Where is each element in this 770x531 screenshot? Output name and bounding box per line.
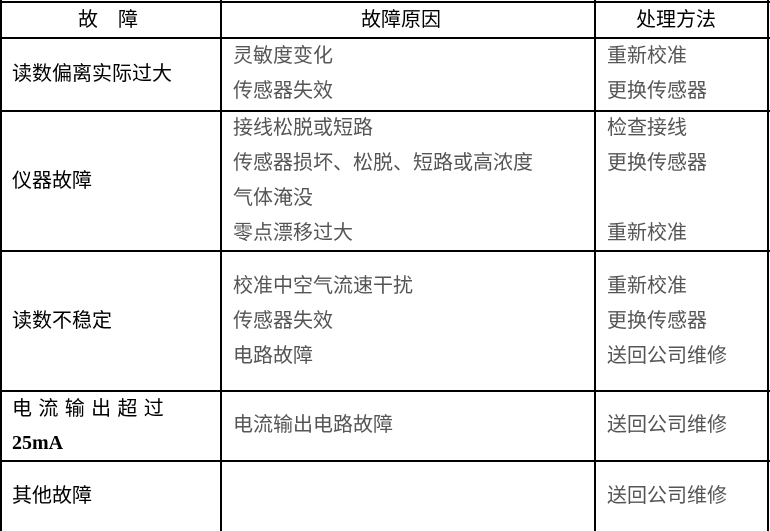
divider [0, 250, 770, 252]
divider [0, 1, 770, 3]
solution-line: 更换传感器 [607, 78, 707, 102]
fault-cell: 其他故障 [12, 483, 92, 507]
solution-line: 更换传感器 [607, 308, 707, 332]
header-fault: 故 障 [78, 7, 138, 31]
cause-line: 灵敏度变化 [233, 43, 333, 67]
fault-cell: 读数偏离实际过大 [12, 61, 172, 85]
solution-line: 送回公司维修 [607, 343, 727, 367]
cause-line: 传感器失效 [233, 308, 333, 332]
header-solution: 处理方法 [636, 7, 716, 31]
solution-line: 重新校准 [607, 43, 687, 67]
solution-line: 重新校准 [607, 220, 687, 244]
solution-line: 送回公司维修 [607, 412, 727, 436]
cause-line: 电流输出电路故障 [233, 412, 393, 436]
fault-cell: 读数不稳定 [12, 308, 112, 332]
cause-line: 校准中空气流速干扰 [233, 273, 413, 297]
solution-line: 重新校准 [607, 273, 687, 297]
solution-line: 检查接线 [607, 115, 687, 139]
fault-cell: 25mA [12, 432, 64, 454]
divider [0, 460, 770, 462]
divider [767, 0, 769, 531]
cause-line: 接线松脱或短路 [233, 115, 373, 139]
solution-line: 送回公司维修 [607, 483, 727, 507]
cause-line: 传感器损坏、松脱、短路或高浓度 [233, 150, 533, 174]
cause-line: 零点漂移过大 [233, 220, 353, 244]
divider [0, 110, 770, 112]
divider [594, 0, 596, 531]
divider [0, 37, 770, 39]
cause-line: 电路故障 [233, 343, 313, 367]
fault-cell: 仪器故障 [12, 168, 92, 192]
cause-line: 传感器失效 [233, 78, 333, 102]
header-cause: 故障原因 [361, 7, 441, 31]
divider [220, 0, 222, 531]
cause-line: 气体淹没 [233, 185, 313, 209]
divider [0, 0, 2, 531]
fault-cell: 电 流 输 出 超 过 [12, 396, 164, 420]
divider [0, 390, 770, 392]
solution-line: 更换传感器 [607, 150, 707, 174]
